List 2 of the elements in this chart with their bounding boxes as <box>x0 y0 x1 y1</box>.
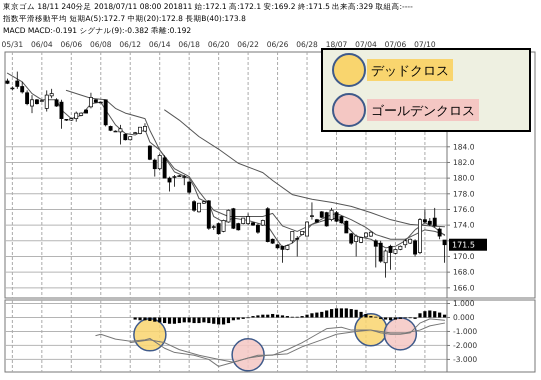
text: 171.5 <box>452 240 475 250</box>
legend: デッドクロス ゴールデンクロス <box>321 48 531 132</box>
